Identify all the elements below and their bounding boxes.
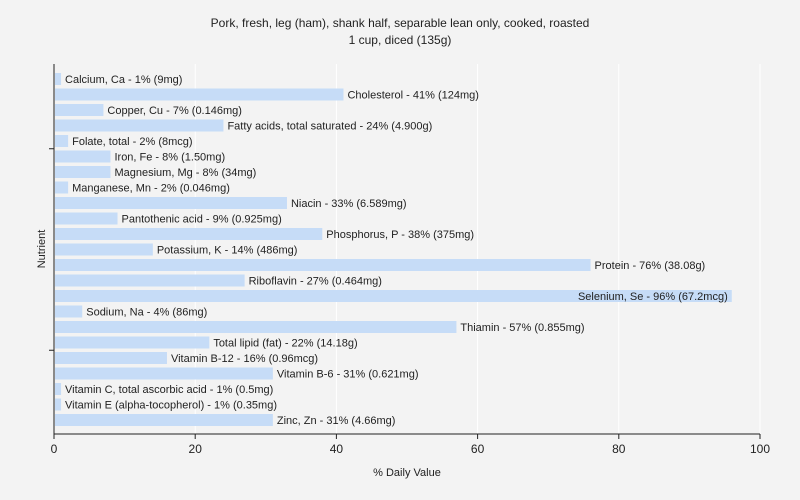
bar-11 — [55, 243, 153, 256]
chart-subtitle: 1 cup, diced (135g) — [349, 33, 452, 47]
bar-label-2: Copper, Cu - 7% (0.146mg) — [107, 105, 242, 117]
bar-14 — [55, 290, 732, 302]
bar-0 — [55, 73, 62, 85]
x-tick-label-1: 20 — [189, 442, 203, 456]
bar-5 — [55, 150, 111, 163]
bar-6 — [55, 166, 111, 178]
x-tick-label-2: 40 — [330, 442, 344, 456]
bar-label-22: Zinc, Zn - 31% (4.66mg) — [277, 415, 396, 427]
bar-7 — [55, 181, 69, 194]
bar-3 — [55, 119, 224, 132]
x-axis-label: % Daily Value — [373, 467, 441, 479]
bar-21 — [55, 398, 62, 411]
bar-label-20: Vitamin C, total ascorbic acid - 1% (0.5… — [65, 384, 273, 396]
bar-4 — [55, 135, 69, 147]
x-tick-label-3: 60 — [471, 442, 485, 456]
bar-17 — [55, 336, 210, 349]
chart-title: Pork, fresh, leg (ham), shank half, sepa… — [211, 16, 590, 30]
bar-label-15: Sodium, Na - 4% (86mg) — [86, 307, 207, 319]
bar-label-13: Riboflavin - 27% (0.464mg) — [249, 276, 382, 288]
bar-label-21: Vitamin E (alpha-tocopherol) - 1% (0.35m… — [65, 400, 277, 412]
bar-16 — [55, 321, 457, 333]
bar-20 — [55, 383, 62, 395]
bar-label-17: Total lipid (fat) - 22% (14.18g) — [213, 338, 357, 350]
bar-1 — [55, 88, 344, 101]
bar-label-4: Folate, total - 2% (8mcg) — [72, 136, 192, 148]
bar-label-3: Fatty acids, total saturated - 24% (4.90… — [227, 121, 432, 133]
y-axis-label: Nutrient — [36, 230, 48, 269]
bar-9 — [55, 212, 118, 225]
bar-13 — [55, 274, 245, 287]
bar-label-5: Iron, Fe - 8% (1.50mg) — [114, 152, 225, 164]
bar-19 — [55, 367, 273, 380]
bar-2 — [55, 104, 104, 116]
y-axis-ticks — [49, 148, 54, 351]
bar-18 — [55, 352, 167, 364]
bar-label-1: Cholesterol - 41% (124mg) — [347, 90, 478, 102]
bar-22 — [55, 414, 273, 426]
bar-label-0: Calcium, Ca - 1% (9mg) — [65, 74, 182, 86]
bar-label-16: Thiamin - 57% (0.855mg) — [460, 322, 584, 334]
bars — [55, 73, 732, 426]
bar-label-6: Magnesium, Mg - 8% (34mg) — [114, 167, 256, 179]
bar-label-11: Potassium, K - 14% (486mg) — [157, 245, 298, 257]
bar-label-14: Selenium, Se - 96% (67.2mcg) — [578, 291, 728, 303]
bar-10 — [55, 228, 323, 240]
bar-label-9: Pantothenic acid - 9% (0.925mg) — [122, 214, 282, 226]
bar-label-8: Niacin - 33% (6.589mg) — [291, 198, 407, 210]
bar-15 — [55, 305, 83, 318]
bar-labels: Calcium, Ca - 1% (9mg) Cholesterol - 41% … — [65, 74, 728, 427]
x-tick-label-5: 100 — [750, 442, 770, 456]
bar-label-18: Vitamin B-12 - 16% (0.96mcg) — [171, 353, 318, 365]
x-tick-label-0: 0 — [51, 442, 58, 456]
x-axis-ticks: 0 20 40 60 80 100 — [51, 434, 770, 456]
bar-label-7: Manganese, Mn - 2% (0.046mg) — [72, 183, 230, 195]
bar-8 — [55, 197, 287, 209]
bar-12 — [55, 259, 591, 271]
bar-label-12: Protein - 76% (38.08g) — [595, 260, 706, 272]
x-tick-label-4: 80 — [612, 442, 626, 456]
bar-label-10: Phosphorus, P - 38% (375mg) — [326, 229, 474, 241]
bar-label-19: Vitamin B-6 - 31% (0.621mg) — [277, 369, 419, 381]
